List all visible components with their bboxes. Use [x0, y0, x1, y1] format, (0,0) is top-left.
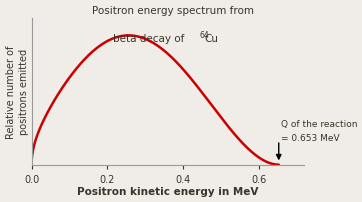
Y-axis label: Relative number of
positrons emitted: Relative number of positrons emitted [5, 45, 29, 138]
X-axis label: Positron kinetic energy in MeV: Positron kinetic energy in MeV [77, 186, 258, 197]
Text: 64: 64 [199, 31, 209, 40]
Text: Positron energy spectrum from: Positron energy spectrum from [92, 6, 254, 16]
Text: Cu: Cu [205, 34, 219, 44]
Text: = 0.653 MeV: = 0.653 MeV [281, 133, 339, 142]
Text: beta decay of: beta decay of [113, 34, 190, 44]
Text: Q of the reaction: Q of the reaction [281, 120, 357, 129]
